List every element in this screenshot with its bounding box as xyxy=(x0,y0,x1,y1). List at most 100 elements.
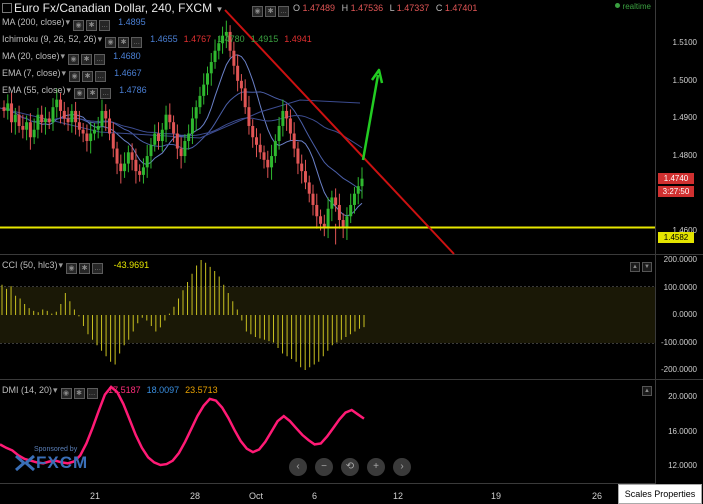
chevron-down-icon: ▾ xyxy=(65,17,71,27)
candle-body xyxy=(307,182,311,194)
dmi-legend[interactable]: DMI (14, 20)▾ ◉ ✱… 17.5187 18.0097 23.5713 xyxy=(2,384,218,399)
candle-body xyxy=(205,73,209,85)
pane-down-icon[interactable]: ▼ xyxy=(642,262,652,272)
indicator-legend-row[interactable]: MA (20, close)▾ ◉ ✱… 1.4680 xyxy=(2,50,141,65)
chevron-down-icon[interactable]: ▾ xyxy=(58,260,64,270)
chart-title[interactable]: Euro Fx/Canadian Dollar, 240, FXCM xyxy=(14,1,213,15)
more-icon[interactable]: … xyxy=(94,54,106,65)
candle-body xyxy=(157,133,161,142)
ohlc-value: 1.47337 xyxy=(396,3,432,13)
zoom-in-icon[interactable]: + xyxy=(367,458,385,476)
cci-tick-label: 0.0000 xyxy=(672,310,697,319)
settings-icon[interactable]: ✱ xyxy=(86,20,98,31)
settings-icon[interactable]: ✱ xyxy=(82,71,94,82)
date-tick-label: 21 xyxy=(90,491,101,501)
indicator-value: 1.4667 xyxy=(114,68,142,78)
scroll-left-icon[interactable]: ‹ xyxy=(289,458,307,476)
pane-up-icon[interactable]: ▲ xyxy=(642,386,652,396)
candle-body xyxy=(254,137,258,145)
more-icon[interactable]: … xyxy=(278,6,289,17)
candle-body xyxy=(341,220,345,228)
candle-body xyxy=(243,88,247,108)
candle-body xyxy=(326,208,330,228)
indicator-legend-row[interactable]: EMA (55, close)▾ ◉ ✱… 1.4786 xyxy=(2,84,147,99)
eye-icon[interactable]: ◉ xyxy=(69,71,81,82)
candle-body xyxy=(194,107,198,119)
more-icon[interactable]: … xyxy=(92,263,104,274)
chevron-down-icon: ▾ xyxy=(61,68,67,78)
sponsor-logo[interactable]: Sponsored by FXCM xyxy=(14,446,88,473)
dmi-adx-line xyxy=(0,385,365,467)
chevron-down-icon[interactable]: ▼ xyxy=(215,5,224,14)
cci-label[interactable]: CCI (50, hlc3) xyxy=(2,260,58,270)
dmi-tick-label: 12.0000 xyxy=(668,460,697,470)
settings-icon[interactable]: ✱ xyxy=(118,37,130,48)
price-tag: 1.4740 xyxy=(658,172,694,184)
scales-properties-button[interactable]: Scales Properties xyxy=(618,484,702,504)
candle-body xyxy=(198,95,202,108)
candle-body xyxy=(187,133,191,142)
sponsor-text: Sponsored by xyxy=(34,446,78,453)
candle-body xyxy=(40,114,44,123)
dmi-label[interactable]: DMI (14, 20) xyxy=(2,385,53,395)
ohlc-key: L xyxy=(389,3,397,13)
eye-icon[interactable]: ◉ xyxy=(73,20,85,31)
eye-icon[interactable]: ◉ xyxy=(66,263,78,274)
price-tick-label: 1.5100 xyxy=(672,38,697,48)
indicator-legend-row[interactable]: Ichimoku (9, 26, 52, 26)▾ ◉ ✱… 1.4655 1.4767… xyxy=(2,33,312,48)
indicator-legend-row[interactable]: MA (200, close)▾ ◉ ✱… 1.4895 xyxy=(2,16,146,31)
ohlc-key: H xyxy=(341,3,351,13)
candle-body xyxy=(115,148,119,164)
scroll-right-icon[interactable]: › xyxy=(393,458,411,476)
cci-tick-label: -200.0000 xyxy=(660,365,697,374)
settings-icon[interactable]: ✱ xyxy=(87,88,99,99)
collapse-icon[interactable] xyxy=(2,3,12,13)
reset-icon[interactable]: ⟲ xyxy=(341,458,359,476)
settings-icon[interactable]: ✱ xyxy=(265,6,276,17)
more-icon[interactable]: … xyxy=(100,88,112,99)
fxcm-logo-icon xyxy=(15,454,35,472)
candle-body xyxy=(89,133,93,142)
series-settings-icons[interactable]: ◉ ✱… xyxy=(252,3,291,17)
candle-body xyxy=(10,103,14,123)
candle-body xyxy=(349,204,353,217)
more-icon[interactable]: … xyxy=(131,37,143,48)
candle-body xyxy=(281,110,285,126)
settings-icon[interactable]: ✱ xyxy=(81,54,93,65)
eye-icon[interactable]: ◉ xyxy=(60,388,72,399)
zoom-out-icon[interactable]: − xyxy=(315,458,333,476)
indicator-value: 1.4767 xyxy=(183,34,212,44)
candle-body xyxy=(266,159,270,168)
indicator-legend-row[interactable]: EMA (7, close)▾ ◉ ✱… 1.4667 xyxy=(2,67,142,82)
price-tag: 3:27:50 xyxy=(658,185,694,197)
more-icon[interactable]: … xyxy=(86,388,98,399)
candle-body xyxy=(21,125,25,130)
chevron-down-icon[interactable]: ▾ xyxy=(53,385,58,395)
pane-up-icon[interactable]: ▲ xyxy=(630,262,640,272)
candle-body xyxy=(270,156,274,168)
indicator-value: 1.4680 xyxy=(113,51,141,61)
cci-legend[interactable]: CCI (50, hlc3)▾ ◉ ✱… -43.9691 xyxy=(2,259,150,274)
eye-icon[interactable]: ◉ xyxy=(252,6,263,17)
eye-icon[interactable]: ◉ xyxy=(105,37,117,48)
settings-icon[interactable]: ✱ xyxy=(73,388,85,399)
eye-icon[interactable]: ◉ xyxy=(74,88,86,99)
candle-body xyxy=(153,133,157,145)
breakout-arrowhead xyxy=(370,68,384,84)
candle-body xyxy=(6,103,10,111)
more-icon[interactable]: … xyxy=(99,20,111,31)
candle-body xyxy=(111,133,115,149)
candle-body xyxy=(70,110,74,123)
sponsor-brand: FXCM xyxy=(36,453,89,472)
settings-icon[interactable]: ✱ xyxy=(79,263,91,274)
cci-value: -43.9691 xyxy=(113,260,150,270)
more-icon[interactable]: … xyxy=(95,71,107,82)
eye-icon[interactable]: ◉ xyxy=(68,54,80,65)
candle-body xyxy=(221,35,225,44)
candle-body xyxy=(2,107,6,111)
price-tick-label: 1.4800 xyxy=(672,151,697,161)
ohlc-value: 1.47489 xyxy=(302,3,338,13)
ohlc-value: 1.47536 xyxy=(350,3,386,13)
date-tick-label: 12 xyxy=(393,491,404,501)
